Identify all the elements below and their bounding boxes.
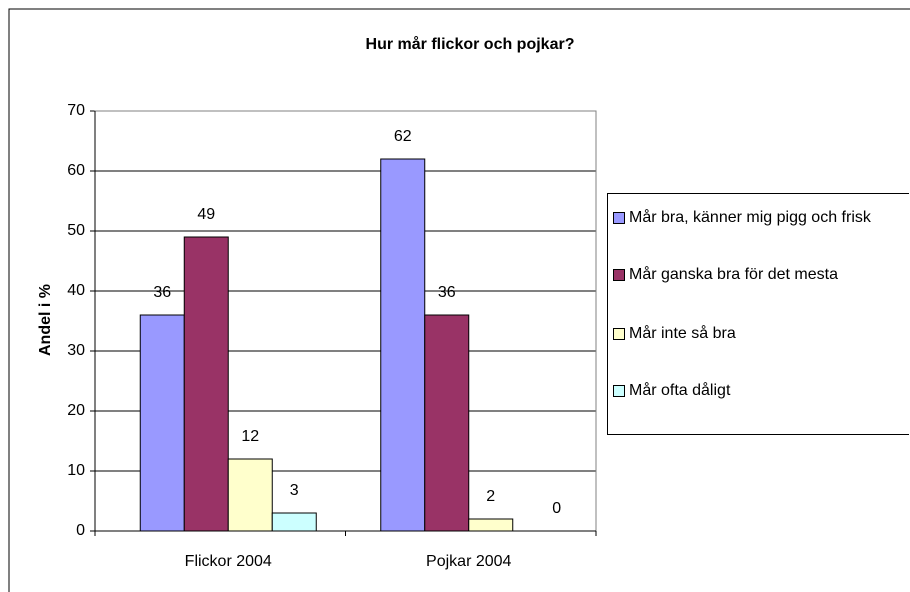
- bar: [468, 518, 514, 532]
- value-label: 62: [394, 128, 412, 145]
- y-tick-label: 30: [67, 342, 85, 359]
- legend-label: Mår ganska bra för det mesta: [629, 266, 838, 283]
- value-label: 3: [290, 482, 299, 499]
- bar: [271, 512, 317, 532]
- y-tick-label: 40: [67, 282, 85, 299]
- y-tick-label: 10: [67, 462, 85, 479]
- legend-swatch: [613, 269, 625, 281]
- bar: [183, 236, 229, 532]
- bar: [424, 314, 470, 532]
- x-tick-label: Flickor 2004: [185, 553, 272, 570]
- y-tick-label: 70: [67, 102, 85, 119]
- legend-label: Mår inte så bra: [629, 325, 736, 342]
- legend-swatch: [613, 385, 625, 397]
- legend: Mår bra, känner mig pigg och frisk Mår ga…: [607, 193, 909, 435]
- legend-entry: Mår ganska bra för det mesta: [613, 265, 909, 285]
- value-label: 12: [241, 428, 259, 445]
- y-tick-label: 0: [76, 522, 85, 539]
- value-label: 36: [438, 284, 456, 301]
- value-label: 2: [486, 488, 495, 505]
- value-label: 49: [197, 206, 215, 223]
- legend-entry: Mår bra, känner mig pigg och frisk: [613, 208, 909, 228]
- value-label: 0: [552, 500, 561, 517]
- bar: [227, 458, 273, 532]
- bar: [380, 158, 426, 532]
- legend-entry: Mår inte så bra: [613, 324, 909, 344]
- y-tick-label: 60: [67, 162, 85, 179]
- legend-label: Mår ofta dåligt: [629, 382, 731, 399]
- legend-label: Mår bra, känner mig pigg och frisk: [629, 209, 871, 226]
- legend-entry: Mår ofta dåligt: [613, 381, 909, 401]
- legend-swatch: [613, 212, 625, 224]
- chart-title: Hur mår flickor och pojkar?: [366, 35, 575, 53]
- x-tick-label: Pojkar 2004: [426, 553, 511, 570]
- value-label: 36: [153, 284, 171, 301]
- bar: [139, 314, 185, 532]
- legend-swatch: [613, 328, 625, 340]
- y-tick-label: 50: [67, 222, 85, 239]
- y-axis-label: Andel i %: [37, 284, 54, 356]
- y-tick-label: 20: [67, 402, 85, 419]
- chart-frame: [8, 8, 910, 592]
